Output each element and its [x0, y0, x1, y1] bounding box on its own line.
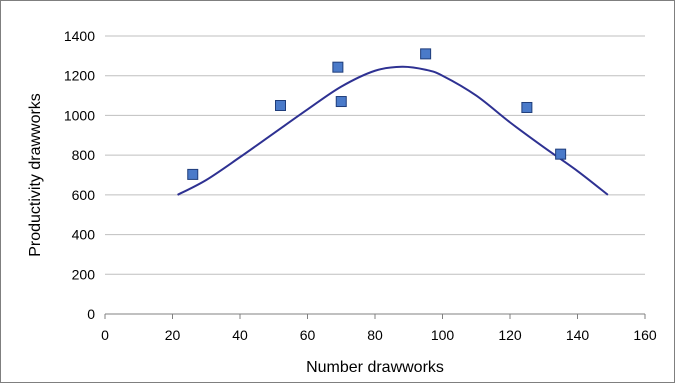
y-tick-label: 1400	[64, 28, 95, 44]
x-tick-label: 120	[498, 327, 522, 343]
x-tick-label: 160	[633, 327, 657, 343]
x-tick-label: 80	[367, 327, 383, 343]
grid-lines	[105, 35, 645, 275]
data-point	[420, 48, 432, 60]
y-tick-label: 200	[72, 266, 96, 282]
fit-curve	[177, 65, 609, 196]
x-tick-label: 40	[232, 327, 248, 343]
y-tick-label: 800	[72, 147, 96, 163]
x-tick-label: 140	[566, 327, 590, 343]
x-tick-labels: 0 20 40 60 80 100 120 140 160	[101, 327, 657, 343]
data-point	[335, 96, 347, 108]
y-tick-label: 400	[72, 227, 96, 243]
y-tick-labels: 0 200 400 600 800 1000 1200 1400	[64, 28, 95, 322]
y-tick-label: 1200	[64, 68, 95, 84]
y-tick-label: 1000	[64, 107, 95, 123]
x-tick-label: 0	[101, 327, 109, 343]
axes	[104, 313, 646, 319]
data-point	[187, 168, 199, 180]
fit-curve-layer	[177, 65, 609, 196]
data-point	[275, 100, 286, 111]
x-tick-label: 20	[165, 327, 181, 343]
data-points	[187, 48, 567, 180]
x-tick-label: 100	[431, 327, 455, 343]
x-axis-title: Number drawworks	[306, 359, 444, 376]
data-point	[521, 101, 533, 113]
y-axis-title: Productivity drawworks	[27, 93, 44, 257]
x-tick-label: 60	[300, 327, 316, 343]
data-point	[332, 61, 344, 73]
y-tick-label: 600	[72, 187, 96, 203]
y-tick-label: 0	[87, 306, 95, 322]
data-point	[555, 148, 567, 160]
